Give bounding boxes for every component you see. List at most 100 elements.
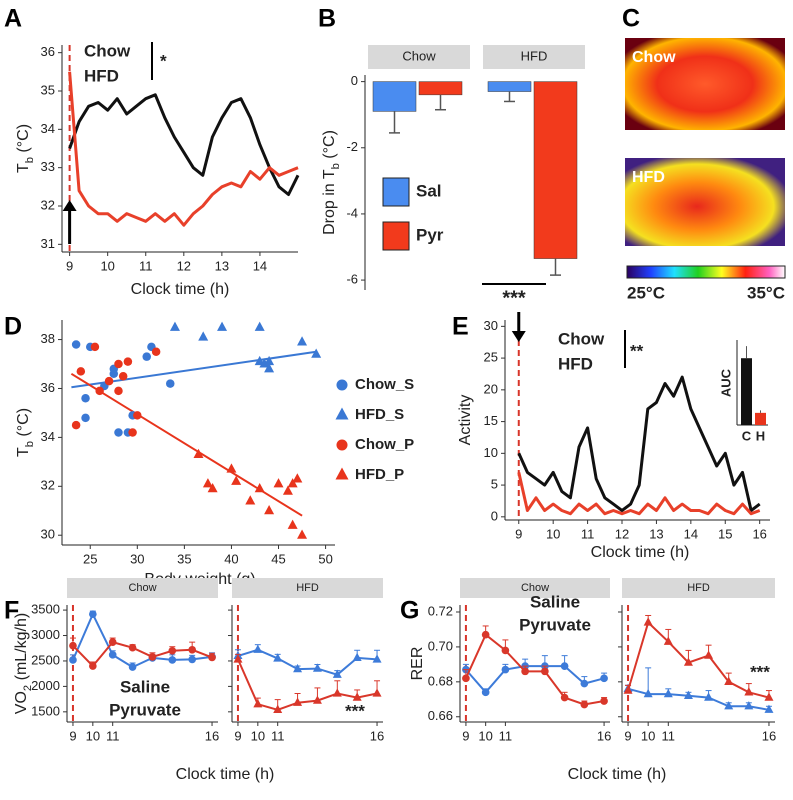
point (264, 355, 275, 366)
line (627, 687, 770, 711)
point (217, 321, 228, 331)
point (133, 411, 142, 420)
x-tick-label: 14 (253, 258, 267, 273)
y-tick-label: 25 (484, 350, 498, 365)
point (253, 699, 263, 708)
x-tick-label: 16 (205, 728, 219, 743)
color-bar-label: 25°C (627, 283, 665, 302)
thermal-image (625, 158, 785, 246)
point (312, 663, 322, 672)
point (108, 638, 117, 646)
point (600, 697, 608, 705)
x-tick-label: 16 (597, 728, 611, 743)
arrow-head (62, 200, 77, 211)
panel-label: F (4, 597, 19, 625)
y-tick-label: 0 (491, 508, 498, 523)
x-tick-label: 11 (499, 728, 513, 743)
image-label: Chow (632, 49, 676, 66)
point (501, 646, 510, 655)
y-axis-label-part: b (330, 163, 342, 169)
point (104, 376, 114, 386)
y-axis-label: Tb (°C) (15, 408, 36, 457)
point (148, 653, 157, 661)
point (764, 704, 774, 713)
point (541, 667, 549, 676)
x-tick-label: 45 (271, 551, 285, 566)
bar (372, 81, 417, 112)
x-tick-label: 11 (139, 258, 153, 273)
y-tick-label: 1500 (31, 703, 60, 718)
point (69, 656, 77, 664)
point (481, 630, 490, 639)
point (202, 478, 213, 488)
legend-key (382, 221, 410, 251)
point (245, 495, 256, 505)
x-tick-label: 10 (251, 728, 265, 743)
point (311, 348, 322, 358)
legend-label: HFD (558, 354, 593, 373)
point (76, 367, 86, 376)
x-tick-label: 14 (684, 526, 698, 541)
y-tick-label: 3000 (31, 627, 60, 642)
point (114, 428, 123, 437)
point (663, 636, 673, 645)
point (297, 529, 308, 539)
point (254, 321, 265, 331)
facet-label: HFD (296, 582, 319, 594)
point (744, 701, 754, 710)
y-tick-label: -6 (346, 272, 358, 287)
legend-label: HFD (84, 66, 119, 85)
y-axis-label-part: (°C) (15, 408, 32, 441)
color-bar-label: 35°C (747, 283, 785, 302)
point (226, 463, 237, 473)
image-label: HFD (632, 169, 665, 186)
inset-axis-label: AUC (718, 368, 733, 397)
y-tick-label: 30 (484, 318, 498, 333)
facet-strip (483, 45, 585, 69)
point (142, 352, 151, 361)
point (580, 679, 589, 688)
y-axis-label-part: T (15, 163, 32, 173)
panel-label: A (4, 5, 22, 33)
point (188, 645, 196, 654)
y-tick-label: 38 (41, 331, 55, 346)
point (207, 483, 218, 493)
y-tick-label: 5 (491, 477, 498, 492)
line (68, 93, 300, 196)
x-tick-label: 11 (106, 728, 120, 743)
legend-label: Saline (120, 677, 170, 696)
point (233, 654, 243, 663)
point (128, 663, 137, 671)
facet-label: HFD (687, 582, 710, 594)
point (335, 467, 349, 480)
arrow-head (511, 331, 526, 342)
point (764, 692, 774, 701)
y-tick-label: 0.72 (428, 603, 453, 618)
y-tick-label: 30 (41, 527, 55, 542)
point (151, 347, 161, 357)
x-tick-label: 10 (641, 728, 655, 743)
fit-line (70, 372, 303, 517)
legend-label: Chow_S (355, 376, 414, 393)
point (683, 690, 693, 699)
x-tick-label: 10 (86, 728, 100, 743)
point (744, 687, 754, 696)
point (118, 372, 128, 381)
y-tick-label: 10 (484, 445, 498, 460)
point (95, 386, 104, 396)
y-axis-label-part: Drop in T (321, 169, 338, 235)
point (312, 695, 322, 704)
point (293, 663, 303, 673)
y-tick-label: 0.68 (428, 673, 453, 688)
x-axis-label: Clock time (h) (591, 544, 690, 561)
y-axis-label: VO2 (mL/kg/h) (13, 613, 34, 714)
y-tick-label: 34 (41, 429, 55, 444)
y-axis-label-part: 2 (22, 685, 34, 691)
y-tick-label: 2000 (31, 678, 60, 693)
x-axis-label: Clock time (h) (131, 281, 230, 298)
facet-strip (67, 578, 218, 598)
point (643, 617, 653, 626)
legend-key (382, 177, 410, 207)
point (297, 336, 308, 346)
line (517, 472, 761, 516)
